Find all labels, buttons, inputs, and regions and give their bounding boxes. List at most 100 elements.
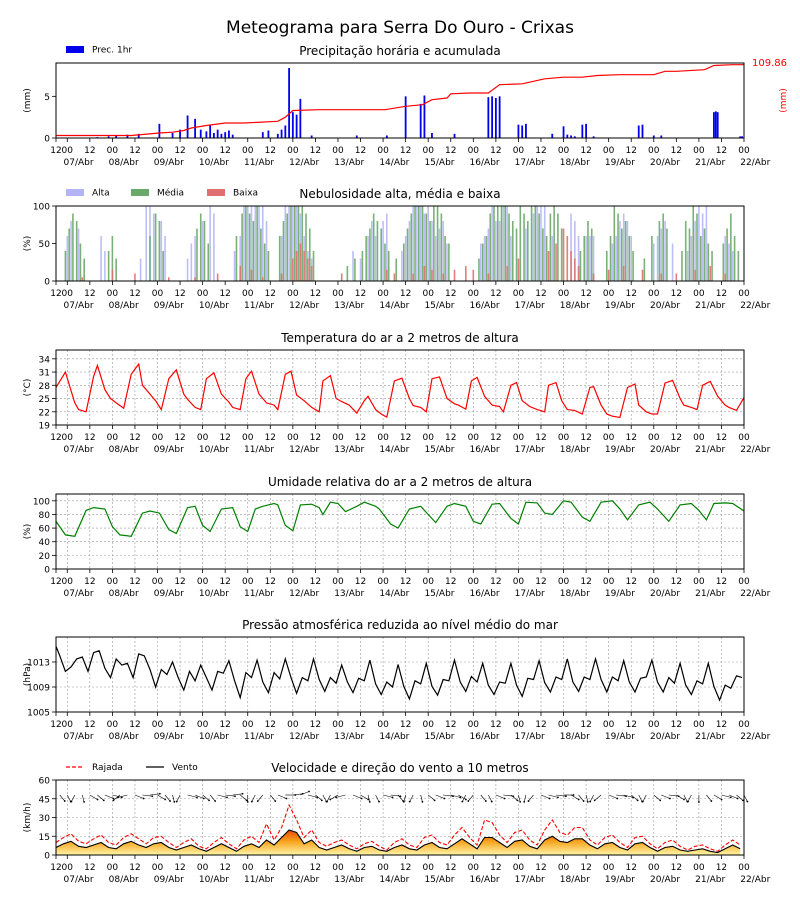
x-tick-label-date: 08/Abr [109,732,139,742]
x-tick-label-hour: 12 [716,146,727,156]
x-tick-label-hour: 00 [332,289,344,299]
x-tick-label-hour: 00 [603,289,615,299]
cloud-bar-mid [500,206,503,281]
x-tick-label-date: 15/Abr [424,732,454,742]
x-tick-label-hour: 12 [355,863,366,873]
wind-arrow-head [250,800,253,803]
cloud-bar-mid [613,206,616,281]
x-tick-label-hour: 00 [558,863,570,873]
cloud-bar-high [577,236,580,281]
x-tick-label-hour: 00 [422,289,434,299]
cloud-bar-high [243,206,245,281]
legend-label-cloud: Baixa [233,189,258,199]
cloud-bar-mid [235,236,238,281]
wind-arrow-head [527,800,530,802]
legend-label-cloud: Média [157,188,184,199]
wind-arrow-head [360,797,363,800]
cloud-bar-high [622,213,625,281]
panel-title: Precipitação horária e acumulada [299,44,501,58]
x-tick-label-hour: 00 [738,433,750,443]
wind-arrow-head [274,800,277,802]
wind-arrow [570,794,579,800]
x-tick-label-hour: 00 [197,433,209,443]
cloud-bar-mid [440,213,443,281]
wind-arrow [528,794,534,802]
wind-arrow [307,794,318,798]
wind-arrow [642,794,647,802]
plot-frame [55,493,745,570]
wind-arrow [555,794,566,797]
wind-arrow-head [226,796,228,799]
y-tick-label: 34 [39,355,51,365]
wind-arrow [240,794,247,801]
x-tick-label-hour: 00 [738,577,750,587]
cloud-bar-mid [149,236,151,281]
cloud-bar-mid [560,228,563,281]
wind-arrow-head [503,797,506,800]
x-tick-label-hour: 00 [62,289,74,299]
x-tick-label-date: 15/Abr [424,445,454,455]
cloud-bar-high [506,206,508,281]
x-tick-label-date: 17/Abr [515,875,545,885]
wind-arrow-head [572,794,575,796]
x-tick-label-hour: 12 [265,433,276,443]
wind-arrow [736,794,744,801]
cloud-bar-high [480,243,482,281]
wind-arrow [251,794,256,802]
cloud-bar-low [280,273,283,281]
wind-arrow [292,793,303,796]
cloud-bar-high [77,228,80,281]
wind-arrow [257,794,264,802]
cloud-bar-mid [387,251,390,281]
x-tick-label-hour: 12 [671,720,682,730]
x-tick-label-date: 07/Abr [64,875,94,885]
wind-arrow-head [742,799,744,802]
wind-arrow [608,794,618,799]
precip-bar [171,133,174,138]
x-tick-label-date: 20/Abr [650,301,680,311]
x-tick-label-hour: 00 [332,863,344,873]
cloud-bar-mid [511,221,514,281]
cloud-bar-mid [384,243,386,281]
x-tick-label-date: 12/Abr [289,445,319,455]
wind-arrow-head [246,801,249,803]
y-tick-label: 100 [33,497,50,507]
wind-arrow-head [589,800,592,803]
wind-arrow [217,794,228,798]
cloud-bar-low [423,266,426,281]
cloud-bar-mid [448,243,450,281]
x-tick-label-hour: 12 [716,433,727,443]
cloud-bar-mid [684,221,687,281]
x-tick-label-hour: 12 [671,433,682,443]
x-tick-label-hour: 12 [50,720,61,730]
wind-arrow [668,794,679,797]
cloud-bar-mid [308,228,311,281]
cloud-bar-mid [402,243,405,281]
cloud-bar-high [371,221,373,281]
wind-arrow-head [102,799,105,802]
x-tick-label-hour: 12 [174,720,185,730]
x-tick-label-hour: 00 [468,433,480,443]
x-tick-label-hour: 12 [580,146,591,156]
wind-arrow [683,794,688,802]
y-tick-label: 15 [39,833,50,843]
cloud-bar-high [652,243,655,281]
x-tick-label-date: 07/Abr [64,445,94,455]
x-tick-label-date: 17/Abr [515,158,545,168]
wind-arrow [397,794,404,802]
x-tick-label-hour: 12 [50,863,61,873]
x-tick-label-hour: 00 [648,720,660,730]
wind-arrow-head [746,800,749,803]
x-tick-label-hour: 12 [310,720,321,730]
wind-arrow-head [421,800,424,803]
x-tick-label-hour: 00 [422,863,434,873]
cloud-bar-mid [154,213,157,281]
wind-arrow-head [241,792,244,795]
y-tick-label: 1013 [27,659,50,669]
x-tick-label-date: 13/Abr [334,589,364,599]
wind-arrow-head [459,796,462,799]
cloud-bar-high [574,221,576,281]
cloud-bar-mid [542,228,544,281]
precip-bar [660,135,663,138]
